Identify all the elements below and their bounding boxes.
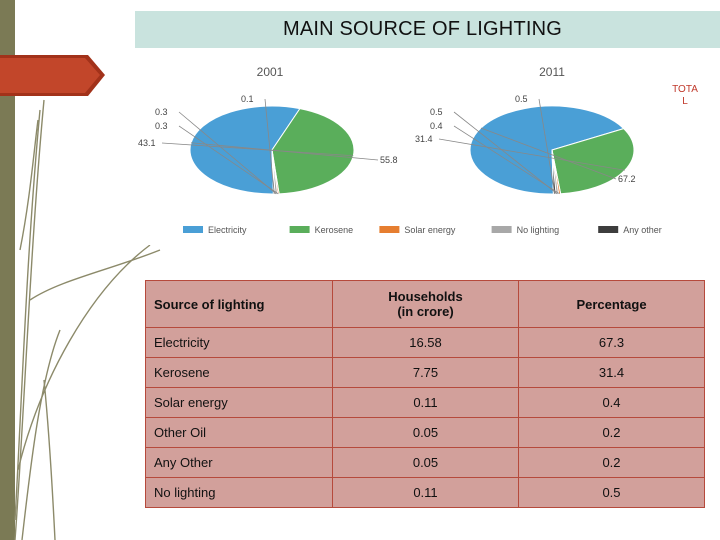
table-row: Solar energy 0.11 0.4 [145,387,705,418]
cell-source: Kerosene [145,357,333,388]
data-label-leader [178,125,279,195]
cell-households: 0.11 [332,477,519,508]
total-label-line2: L [682,96,688,107]
cell-source: Other Oil [145,417,333,448]
cell-households: 0.05 [332,417,519,448]
deco-line [29,249,161,301]
legend-swatch-no-lighting [491,226,512,233]
data-label: 55.8 [380,155,398,165]
accent-tab [0,55,105,96]
table-row: Other Oil 0.05 0.2 [145,417,705,448]
cell-households: 0.11 [332,387,519,418]
table-row: Electricity 16.58 67.3 [145,327,705,358]
header-percentage: Percentage [518,280,705,328]
slide-title: MAIN SOURCE OF LIGHTING [282,18,563,40]
cell-percentage: 67.3 [518,327,705,358]
table-header-row: Source of lighting Households (in crore)… [145,280,705,328]
header-households-line1: Households [388,289,463,304]
data-label-leader [480,127,617,180]
data-label-leader [178,111,277,195]
data-label: 0.5 [430,107,443,117]
table-row: Any Other 0.05 0.2 [145,447,705,478]
data-label: 0.3 [155,121,168,131]
cell-source: No lighting [145,477,333,508]
lighting-table: Source of lighting Households (in crore)… [145,280,705,508]
cell-households: 16.58 [332,327,519,358]
legend-swatch-kerosene [289,226,310,233]
pie-slice-kerosene [551,128,635,195]
cell-percentage: 0.2 [518,417,705,448]
table-row: Kerosene 7.75 31.4 [145,357,705,388]
table-row: No lighting 0.11 0.5 [145,477,705,508]
data-label: 0.3 [155,107,168,117]
data-label-leader [453,111,558,195]
legend-label: Kerosene [315,225,354,235]
deco-line [17,244,151,471]
legend-swatch-any-other [598,226,619,233]
legend-label: No lighting [517,225,560,235]
cell-percentage: 0.5 [518,477,705,508]
data-label: 31.4 [415,134,433,144]
data-label-leader [453,125,560,195]
data-label: 67.2 [618,174,636,184]
cell-percentage: 31.4 [518,357,705,388]
legend-swatch-solar-energy [379,226,400,233]
accent-tab-inner [0,58,100,93]
left-stripe [0,0,15,540]
legend-swatch-electricity [183,226,203,233]
deco-line [14,99,45,540]
deco-line [14,109,41,521]
deco-line [43,379,56,540]
total-label-line1: TOTA [672,84,698,95]
data-label: 43.1 [138,138,156,148]
cell-households: 7.75 [332,357,519,388]
data-label-leader [264,98,275,195]
cell-source: Electricity [145,327,333,358]
data-label: 0.4 [430,121,443,131]
data-label: 0.1 [241,94,254,104]
data-labels-2001: 55.8 43.1 0.3 0.3 0.1 [138,94,398,195]
chart-title-2001: 2001 [257,65,284,79]
pie-slice-electricity [469,105,625,195]
data-labels-2011: 67.2 31.4 0.4 0.5 0.5 [415,94,636,195]
chart-title-2011: 2011 [539,65,565,79]
title-bar: MAIN SOURCE OF LIGHTING [135,11,720,48]
legend-label: Electricity [208,225,247,235]
legend-label: Solar energy [404,225,456,235]
header-source: Source of lighting [145,280,333,328]
deco-line [19,119,39,251]
deco-line [21,329,61,540]
data-label-leader [438,138,625,171]
legend-label: Any other [623,225,662,235]
cell-households: 0.05 [332,447,519,478]
data-label-leader [161,142,354,157]
pie-charts: 2001 2011 TOTA L 55.8 43.1 0.3 0.3 0.1 67.2 3… [138,65,698,235]
cell-source: Solar energy [145,387,333,418]
data-label: 0.5 [515,94,528,104]
cell-source: Any Other [145,447,333,478]
decorative-lines [14,99,161,540]
chart-panel: 2001 2011 TOTA L 55.8 43.1 0.3 0.3 0.1 67.2 3… [135,60,705,245]
pie-chart-2011 [469,105,635,195]
data-label-leader [538,98,556,195]
cell-percentage: 0.2 [518,447,705,478]
cell-percentage: 0.4 [518,387,705,418]
header-households-line2: (in crore) [397,304,454,319]
chart-legend: Electricity Kerosene Solar energy No lighti… [183,225,662,235]
header-households: Households (in crore) [332,280,519,328]
